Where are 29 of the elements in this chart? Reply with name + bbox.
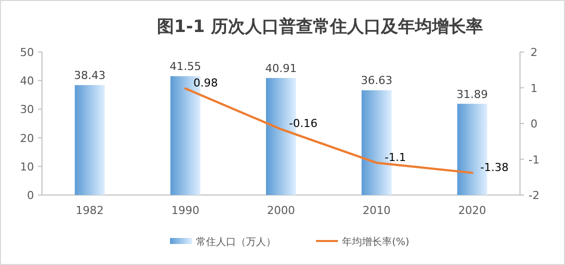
x-tick-label: 2000 — [267, 204, 295, 217]
data-label: 31.89 — [456, 88, 488, 101]
data-label: 40.91 — [265, 62, 297, 75]
data-label: 41.55 — [170, 60, 202, 74]
data-label: -1.38 — [480, 160, 509, 174]
x-tick-label: 1990 — [171, 204, 200, 217]
legend-label: 常住人口（万人） — [196, 236, 276, 248]
y-tick-label: 20 — [20, 132, 34, 145]
data-label: -1.1 — [384, 150, 406, 164]
y2-tick-label: -2 — [528, 189, 540, 202]
data-label: 0.98 — [193, 76, 218, 90]
y2-tick-label: -1 — [528, 153, 540, 166]
data-label: 36.63 — [360, 74, 392, 88]
chart-title: 图1-1 历次人口普查常住人口及年均增长率 — [157, 16, 483, 37]
y-tick-label: 30 — [20, 103, 34, 116]
y2-tick-label: 1 — [530, 82, 538, 95]
x-tick-label: 1982 — [76, 204, 104, 217]
x-tick-label: 2010 — [362, 204, 391, 217]
y-tick-label: 50 — [20, 46, 34, 59]
data-label: 38.43 — [74, 69, 106, 82]
bar — [74, 85, 105, 195]
x-tick-label: 2020 — [458, 204, 486, 217]
y2-tick-label: 2 — [530, 46, 538, 59]
legend-label: 年均增长率(%) — [342, 236, 410, 248]
y2-tick-label: 0 — [530, 118, 538, 130]
data-label: -0.16 — [289, 117, 318, 130]
y-tick-label: 0 — [27, 189, 34, 202]
y-tick-label: 40 — [20, 74, 34, 88]
y-tick-label: 10 — [20, 160, 34, 174]
